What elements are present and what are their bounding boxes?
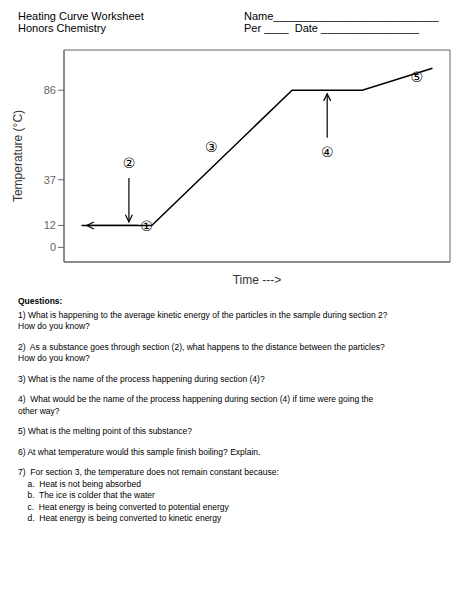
html-text:Honors Chemistry: Honors Chemistry [18, 22, 106, 34]
html-text:Heating Curve Worksheet: Heating Curve Worksheet [18, 10, 144, 22]
html-text:a. Heat is not being absorbed: a. Heat is not being absorbed [18, 478, 141, 489]
html-text:other way?: other way? [18, 405, 60, 416]
html-text:c. Heat energy is being conver: c. Heat energy is being converted to pot… [18, 501, 229, 512]
html-text:b. The ice is colder that the: b. The ice is colder that the water [18, 490, 155, 500]
svg-text:0: 0 [50, 241, 56, 253]
html-text:How do you know?: How do you know? [18, 321, 90, 331]
svg-text:①: ① [140, 218, 153, 234]
html-text:6) At what temperature would t: 6) At what temperature would this sample… [18, 446, 261, 457]
svg-text:86: 86 [44, 84, 56, 96]
html-text:5) What is the melting point o: 5) What is the melting point of this sub… [18, 426, 192, 436]
svg-text:③: ③ [205, 139, 218, 155]
html-text:Per ____ Date ________________: Per ____ Date ________________ [244, 22, 419, 34]
svg-text:12: 12 [44, 219, 56, 231]
svg-text:②: ② [123, 155, 136, 171]
svg-text:Time --->: Time ---> [233, 273, 282, 287]
html-text:2) As a substance goes through: 2) As a substance goes through section (… [18, 341, 385, 352]
svg-text:Temperature (°C): Temperature (°C) [11, 110, 25, 202]
svg-text:37: 37 [44, 174, 56, 186]
svg-text:⑤: ⑤ [410, 69, 423, 85]
html-text:1) What is happening to the av: 1) What is happening to the average kine… [18, 309, 388, 320]
html-text:Questions:: Questions: [18, 296, 63, 306]
html-text:7) For section 3, the temperat: 7) For section 3, the temperature does n… [18, 467, 279, 477]
svg-text:④: ④ [321, 144, 334, 160]
html-text:How do you know?: How do you know? [18, 353, 90, 363]
html-text:Name__________________________: Name___________________________ [244, 10, 439, 22]
html-text:3) What is the name of the pro: 3) What is the name of the process happe… [18, 373, 265, 384]
html-text:4) What would be the name of t: 4) What would be the name of the process… [18, 394, 374, 404]
html-text:d. Heat energy is being conver: d. Heat energy is being converted to kin… [18, 513, 222, 523]
